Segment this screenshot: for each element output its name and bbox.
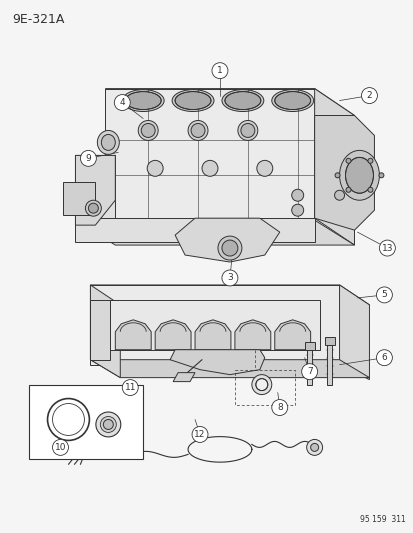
Polygon shape [70, 450, 84, 459]
Polygon shape [75, 156, 115, 225]
Polygon shape [110, 300, 319, 350]
Polygon shape [195, 320, 230, 350]
Circle shape [114, 94, 130, 110]
Circle shape [367, 187, 372, 192]
Polygon shape [115, 320, 151, 350]
Ellipse shape [138, 120, 158, 140]
Ellipse shape [175, 92, 211, 109]
Ellipse shape [274, 92, 310, 109]
Text: 95 159  311: 95 159 311 [359, 515, 404, 524]
Polygon shape [63, 182, 95, 215]
Circle shape [378, 240, 394, 256]
Ellipse shape [190, 124, 204, 138]
Circle shape [88, 203, 98, 213]
Circle shape [103, 419, 113, 430]
Circle shape [221, 240, 237, 256]
Circle shape [375, 350, 392, 366]
Circle shape [345, 158, 350, 163]
Text: 8: 8 [276, 403, 282, 412]
Ellipse shape [172, 90, 214, 111]
Circle shape [378, 173, 383, 178]
Text: 9E-321A: 9E-321A [13, 13, 65, 26]
Polygon shape [90, 285, 120, 377]
Ellipse shape [255, 378, 267, 391]
Circle shape [271, 400, 287, 416]
Text: 10: 10 [55, 443, 66, 452]
Text: 3: 3 [226, 273, 232, 282]
Ellipse shape [125, 92, 161, 109]
Text: 4: 4 [119, 98, 125, 107]
Polygon shape [234, 320, 270, 350]
Bar [28, 385, 143, 459]
Polygon shape [314, 88, 354, 245]
Polygon shape [324, 337, 334, 345]
Polygon shape [306, 350, 311, 385]
Polygon shape [105, 88, 314, 230]
Circle shape [291, 204, 303, 216]
Text: 13: 13 [381, 244, 392, 253]
Ellipse shape [345, 157, 373, 193]
Polygon shape [90, 285, 368, 305]
Circle shape [361, 87, 377, 103]
Ellipse shape [221, 90, 263, 111]
Circle shape [291, 189, 303, 201]
Polygon shape [105, 88, 354, 116]
Ellipse shape [240, 124, 254, 138]
Polygon shape [339, 285, 368, 379]
Ellipse shape [224, 92, 260, 109]
Ellipse shape [251, 375, 271, 394]
Polygon shape [170, 350, 264, 375]
Text: 7: 7 [306, 367, 312, 376]
Ellipse shape [256, 160, 272, 176]
Ellipse shape [237, 120, 257, 140]
Circle shape [306, 439, 322, 455]
Polygon shape [326, 345, 331, 385]
Circle shape [192, 426, 207, 442]
Polygon shape [90, 360, 368, 377]
Circle shape [301, 364, 317, 379]
Ellipse shape [188, 120, 207, 140]
Circle shape [367, 158, 372, 163]
Polygon shape [173, 373, 195, 382]
Polygon shape [90, 285, 339, 365]
Circle shape [345, 187, 350, 192]
Text: 1: 1 [216, 66, 222, 75]
Ellipse shape [271, 90, 313, 111]
Text: 2: 2 [366, 91, 371, 100]
Circle shape [122, 379, 138, 395]
Polygon shape [155, 320, 190, 350]
Ellipse shape [147, 160, 163, 176]
Circle shape [211, 63, 228, 79]
Polygon shape [75, 220, 354, 245]
Text: 5: 5 [381, 290, 386, 300]
Polygon shape [175, 218, 279, 262]
Text: 11: 11 [124, 383, 136, 392]
Ellipse shape [122, 90, 164, 111]
Text: 9: 9 [85, 154, 91, 163]
Polygon shape [75, 218, 314, 242]
Text: 6: 6 [381, 353, 386, 362]
Circle shape [221, 270, 237, 286]
Ellipse shape [97, 131, 119, 155]
Circle shape [310, 443, 318, 451]
Ellipse shape [339, 150, 378, 200]
Circle shape [85, 200, 101, 216]
Polygon shape [314, 116, 373, 230]
Ellipse shape [202, 160, 217, 176]
Circle shape [334, 173, 339, 178]
Ellipse shape [96, 412, 121, 437]
Polygon shape [274, 320, 310, 350]
Ellipse shape [100, 416, 116, 432]
Circle shape [80, 150, 96, 166]
Circle shape [375, 287, 392, 303]
Text: 12: 12 [194, 430, 205, 439]
Polygon shape [75, 156, 115, 225]
Ellipse shape [141, 124, 155, 138]
Circle shape [52, 439, 68, 455]
Circle shape [334, 190, 344, 200]
Polygon shape [304, 342, 314, 350]
Polygon shape [90, 300, 110, 360]
Ellipse shape [101, 134, 115, 150]
Circle shape [217, 236, 241, 260]
